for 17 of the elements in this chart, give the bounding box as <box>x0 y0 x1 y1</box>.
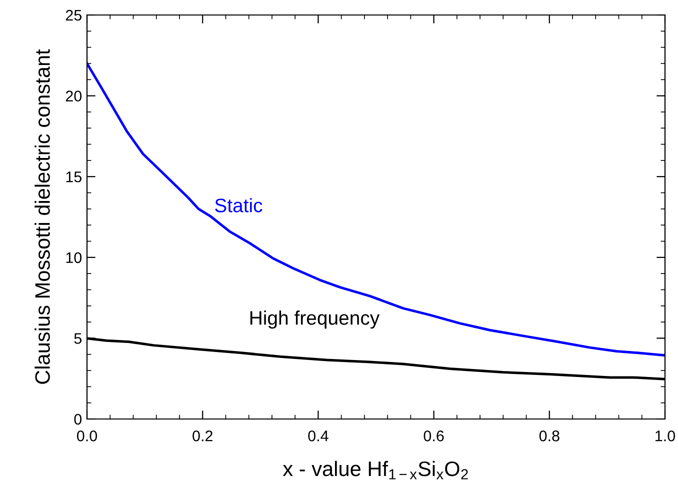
line-series <box>87 62 665 357</box>
series-label: High frequency <box>250 310 380 329</box>
x-tick-label: 1.0 <box>656 430 676 442</box>
y-tick-label: 10 <box>66 252 82 264</box>
series-label: Static <box>215 198 262 212</box>
y-tick-label: 20 <box>66 90 82 102</box>
y-axis-title: Clausius Mossotti dielectric constant <box>34 49 50 384</box>
x-tick-label: 0.6 <box>424 430 444 442</box>
y-tick-label: 15 <box>66 172 82 182</box>
y-tick-label: 5 <box>74 333 82 344</box>
x-tick-label: 0.0 <box>76 430 98 442</box>
x-tick-label: 0.4 <box>308 430 328 442</box>
x-axis-title: x - value Hf$_{1−x}$Si$_{x}$O$_{2}$ <box>282 460 468 480</box>
y-tick-label: 0 <box>74 414 82 425</box>
y-tick-label: 25 <box>66 10 82 21</box>
x-tick-label: 0.2 <box>192 430 212 442</box>
x-tick-label: 0.8 <box>539 430 560 442</box>
